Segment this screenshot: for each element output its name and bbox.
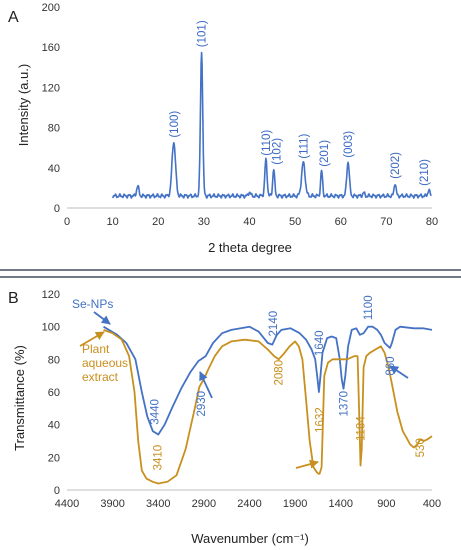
chart-a-xlabel: 2 theta degree [208, 240, 292, 255]
chart-b-peak-label: 1100 [363, 295, 375, 320]
chart-a-annotation-label: (202) [390, 152, 402, 179]
chart-b-peak-label: 2140 [268, 311, 280, 337]
chart-b-legend-label: extract [82, 370, 119, 384]
chart-b-x-tick-label: 1900 [283, 498, 307, 510]
chart-a-annotation-label: (210) [419, 159, 431, 186]
chart-a-annotation-label: (101) [197, 20, 209, 47]
chart-b-pointer-arrow [79, 331, 105, 347]
chart-b-peak-label: 2930 [196, 391, 208, 417]
chart-a-annotation-label: (100) [169, 111, 181, 138]
chart-b-x-tick-label: 1400 [329, 498, 353, 510]
chart-a-x-tick-label: 20 [152, 216, 164, 228]
chart-b-y-tick-label: 100 [42, 322, 60, 334]
chart-b-xlabel: Wavenumber (cm⁻¹) [191, 531, 309, 546]
chart-a: 0 10 20 30 40 50 60 70 80 0 40 80 120 160 200 (100) (101… [42, 2, 438, 228]
chart-b-x-tick-label: 2400 [237, 498, 261, 510]
chart-b-y-tick-label: 120 [42, 289, 60, 301]
chart-b-legend-label: aqueous [82, 356, 128, 370]
chart-a-x-tick-label: 0 [64, 216, 70, 228]
chart-b-y-tick-label: 20 [48, 452, 60, 464]
chart-b-y-tick-label: 0 [54, 485, 60, 497]
chart-b-pointer-arrow [93, 311, 111, 325]
chart-b-peak-label: 1632 [315, 407, 327, 433]
chart-b-series-plant-extract [103, 329, 433, 485]
chart-b-legend-label: Se-NPs [72, 297, 113, 311]
chart-b-x-tick-label: 900 [377, 498, 395, 510]
chart-b-x-tick-label: 3900 [100, 498, 124, 510]
chart-b-y-tick-label: 60 [48, 387, 60, 399]
chart-a-y-tick-label: 200 [42, 2, 60, 14]
chart-a-annotation-label: (102) [271, 138, 283, 165]
chart-b-y-tick-label: 80 [48, 354, 60, 366]
chart-a-series-line [111, 51, 432, 199]
chart-a-y-tick-label: 0 [54, 203, 60, 215]
chart-b-peak-label: 1370 [338, 391, 350, 417]
chart-b: 4400 3900 3400 2900 2400 1900 1400 900 400 0 20 40 6… [42, 289, 442, 510]
chart-a-y-tick-label: 80 [48, 123, 60, 135]
chart-a-x-tick-label: 40 [243, 216, 255, 228]
chart-a-annotation-label: (201) [319, 140, 331, 167]
chart-b-peak-label: 3410 [152, 445, 164, 471]
chart-a-x-tick-label: 10 [107, 216, 119, 228]
chart-b-peak-label: 530 [415, 438, 427, 457]
chart-b-pointer-arrow [199, 371, 213, 399]
chart-a-annotation-label: (003) [343, 131, 355, 158]
chart-b-peak-label: 2080 [274, 360, 286, 386]
chart-a-annotation-label: (110) [261, 130, 273, 156]
chart-a-x-tick-label: 70 [380, 216, 392, 228]
chart-b-peak-label: 3440 [150, 399, 162, 425]
chart-b-x-tick-label: 2900 [192, 498, 216, 510]
chart-a-x-tick-label: 30 [198, 216, 210, 228]
chart-a-ylabel: Intensity (a.u.) [16, 64, 31, 146]
chart-b-x-tick-label: 4400 [55, 498, 79, 510]
panel-label-a: A [8, 9, 19, 26]
chart-a-x-tick-label: 50 [289, 216, 301, 228]
chart-a-y-tick-label: 40 [48, 163, 60, 175]
chart-b-x-tick-label: 400 [423, 498, 441, 510]
chart-a-annotation-label: (111) [298, 133, 310, 158]
panel-label-b: B [8, 290, 19, 307]
chart-b-ylabel: Transmittance (%) [12, 345, 27, 451]
chart-b-y-tick-label: 40 [48, 420, 60, 432]
chart-b-peak-label: 1640 [314, 330, 326, 356]
chart-b-pointer-arrow [389, 365, 409, 379]
chart-b-peak-label: 1184 [355, 416, 367, 441]
chart-b-pointer-arrow [295, 459, 319, 469]
chart-a-x-tick-label: 60 [335, 216, 347, 228]
chart-a-y-tick-label: 160 [42, 42, 60, 54]
chart-b-legend-label: Plant [82, 342, 110, 356]
chart-a-x-tick-label: 80 [426, 216, 438, 228]
chart-b-x-tick-label: 3400 [146, 498, 170, 510]
chart-a-y-tick-label: 120 [42, 82, 60, 94]
chart-b-series-se-nps [103, 325, 433, 436]
